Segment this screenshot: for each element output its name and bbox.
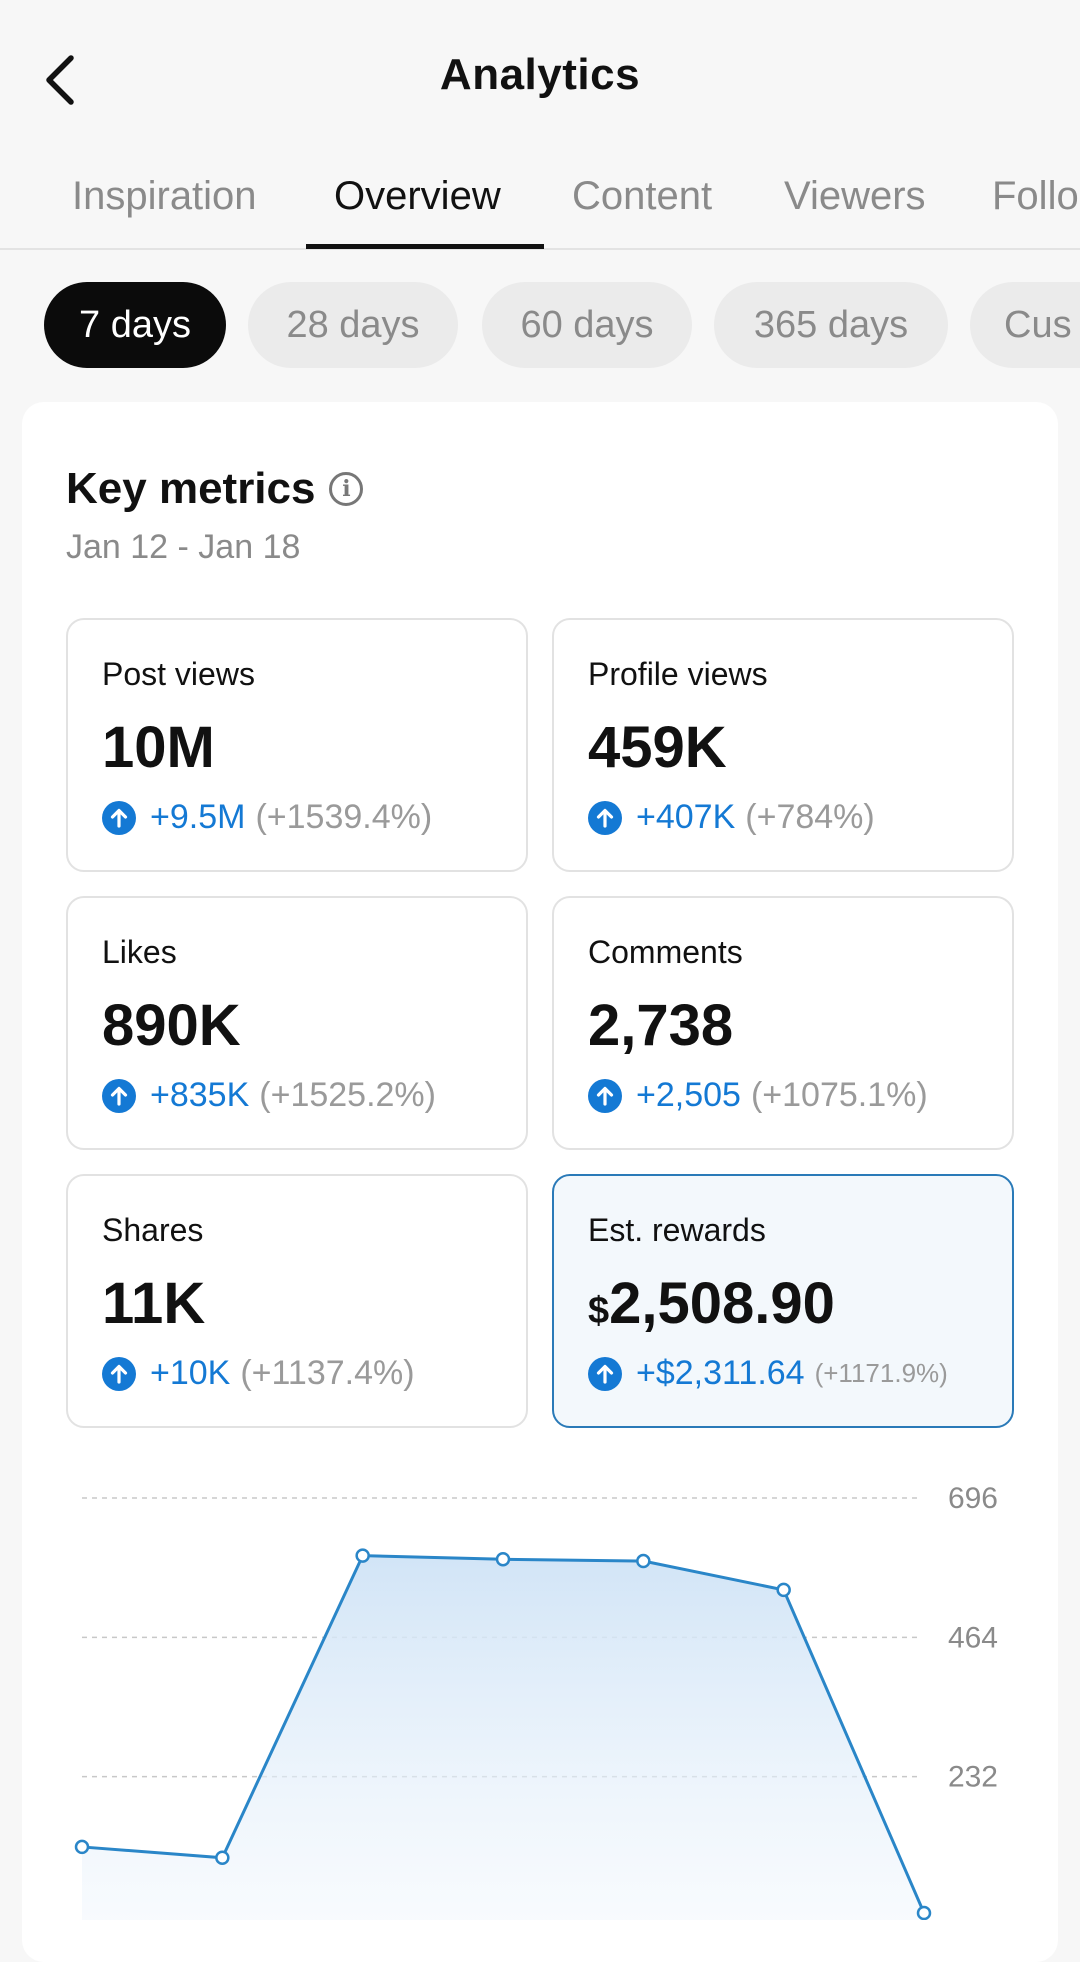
metric-card-profile-views[interactable]: Profile views 459K +407K (+784%)	[552, 618, 1014, 872]
tab-followers[interactable]: Follo	[992, 174, 1079, 218]
chart-data-point[interactable]	[636, 1553, 651, 1569]
metric-value: 11K	[102, 1271, 206, 1336]
metric-change: +9.5M (+1539.4%)	[102, 798, 432, 837]
metric-card-est-rewards[interactable]: Est. rewards $2,508.90 +$2,311.64 (+1171…	[552, 1174, 1014, 1428]
tab-viewers[interactable]: Viewers	[784, 174, 926, 218]
tab-inspiration[interactable]: Inspiration	[72, 174, 257, 218]
metric-percent: (+784%)	[745, 798, 875, 836]
metric-change: +10K (+1137.4%)	[102, 1354, 415, 1393]
arrow-up-circle-icon	[102, 800, 136, 835]
metric-label: Post views	[102, 656, 255, 692]
metric-change: +2,505 (+1075.1%)	[588, 1076, 928, 1115]
chart-data-point[interactable]	[776, 1582, 791, 1598]
chart-data-point[interactable]	[74, 1839, 90, 1855]
tab-bar: Inspiration Overview Content Viewers Fol…	[0, 150, 1080, 250]
arrow-up-circle-icon	[588, 1078, 622, 1113]
metric-percent: (+1525.2%)	[259, 1076, 436, 1114]
metric-percent: (+1171.9%)	[814, 1358, 948, 1388]
metric-label: Est. rewards	[588, 1212, 766, 1248]
metric-percent: (+1137.4%)	[240, 1354, 415, 1392]
active-tab-indicator	[306, 244, 544, 249]
chip-365-days[interactable]: 365 days	[714, 282, 948, 368]
views-area-chart: 696 464 232	[74, 1482, 998, 1920]
y-tick-label: 464	[948, 1621, 998, 1654]
metric-delta: +$2,311.64	[636, 1354, 805, 1392]
chart-data-point[interactable]	[215, 1850, 230, 1865]
metric-label: Shares	[102, 1212, 204, 1248]
back-button[interactable]	[36, 48, 84, 112]
top-bar: Analytics	[0, 0, 1080, 150]
metric-delta: +407K	[636, 798, 736, 836]
chart-area-fill	[82, 1555, 924, 1920]
date-range-chips: 7 days 28 days 60 days 365 days Cus	[0, 282, 1080, 372]
arrow-up-circle-icon	[588, 1356, 622, 1391]
chart-data-point[interactable]	[355, 1548, 370, 1563]
chevron-left-icon	[46, 55, 74, 105]
y-tick-label: 232	[948, 1761, 998, 1794]
key-metrics-title: Key metrics	[66, 464, 316, 513]
metric-change: +$2,311.64 (+1171.9%)	[588, 1354, 948, 1393]
chip-60-days[interactable]: 60 days	[482, 282, 692, 368]
metric-label: Likes	[102, 934, 177, 970]
chip-custom[interactable]: Cus	[970, 282, 1080, 368]
metric-card-comments[interactable]: Comments 2,738 +2,505 (+1075.1%)	[552, 896, 1014, 1150]
y-tick-label: 696	[948, 1482, 998, 1515]
metric-value: 459K	[588, 715, 727, 780]
metric-value: 2,738	[588, 993, 734, 1058]
metric-card-post-views[interactable]: Post views 10M +9.5M (+1539.4%)	[66, 618, 528, 872]
metric-percent: (+1539.4%)	[255, 798, 433, 836]
metric-delta: +10K	[150, 1354, 231, 1392]
metric-label: Profile views	[588, 656, 768, 692]
metric-delta: +9.5M	[150, 798, 246, 836]
metric-value: 10M	[102, 715, 215, 780]
arrow-up-circle-icon	[588, 800, 622, 835]
key-metrics-heading: Key metrics i	[66, 464, 364, 514]
metric-delta: +2,505	[636, 1076, 741, 1114]
arrow-up-circle-icon	[102, 1078, 136, 1113]
currency-symbol: $	[588, 1290, 610, 1332]
tab-overview[interactable]: Overview	[334, 174, 501, 218]
chart-data-point[interactable]	[495, 1552, 511, 1567]
chip-28-days[interactable]: 28 days	[248, 282, 458, 368]
metric-value: 890K	[102, 993, 241, 1058]
chart-data-point[interactable]	[916, 1905, 932, 1920]
date-range-label: Jan 12 - Jan 18	[66, 528, 301, 566]
info-icon[interactable]: i	[329, 472, 364, 506]
metric-value: $2,508.90	[588, 1270, 835, 1337]
metric-card-shares[interactable]: Shares 11K +10K (+1137.4%)	[66, 1174, 528, 1428]
page-title: Analytics	[439, 50, 641, 99]
key-metrics-panel: Key metrics i Jan 12 - Jan 18 Post views…	[22, 402, 1058, 1962]
metric-change: +407K (+784%)	[588, 798, 875, 837]
chip-7-days[interactable]: 7 days	[44, 282, 226, 368]
metric-delta: +835K	[150, 1076, 250, 1114]
tab-content[interactable]: Content	[572, 174, 713, 218]
metric-percent: (+1075.1%)	[750, 1076, 928, 1114]
metric-change: +835K (+1525.2%)	[102, 1076, 436, 1115]
rewards-amount: 2,508.90	[609, 1271, 835, 1336]
metric-card-likes[interactable]: Likes 890K +835K (+1525.2%)	[66, 896, 528, 1150]
metric-label: Comments	[588, 934, 743, 970]
arrow-up-circle-icon	[102, 1356, 136, 1391]
